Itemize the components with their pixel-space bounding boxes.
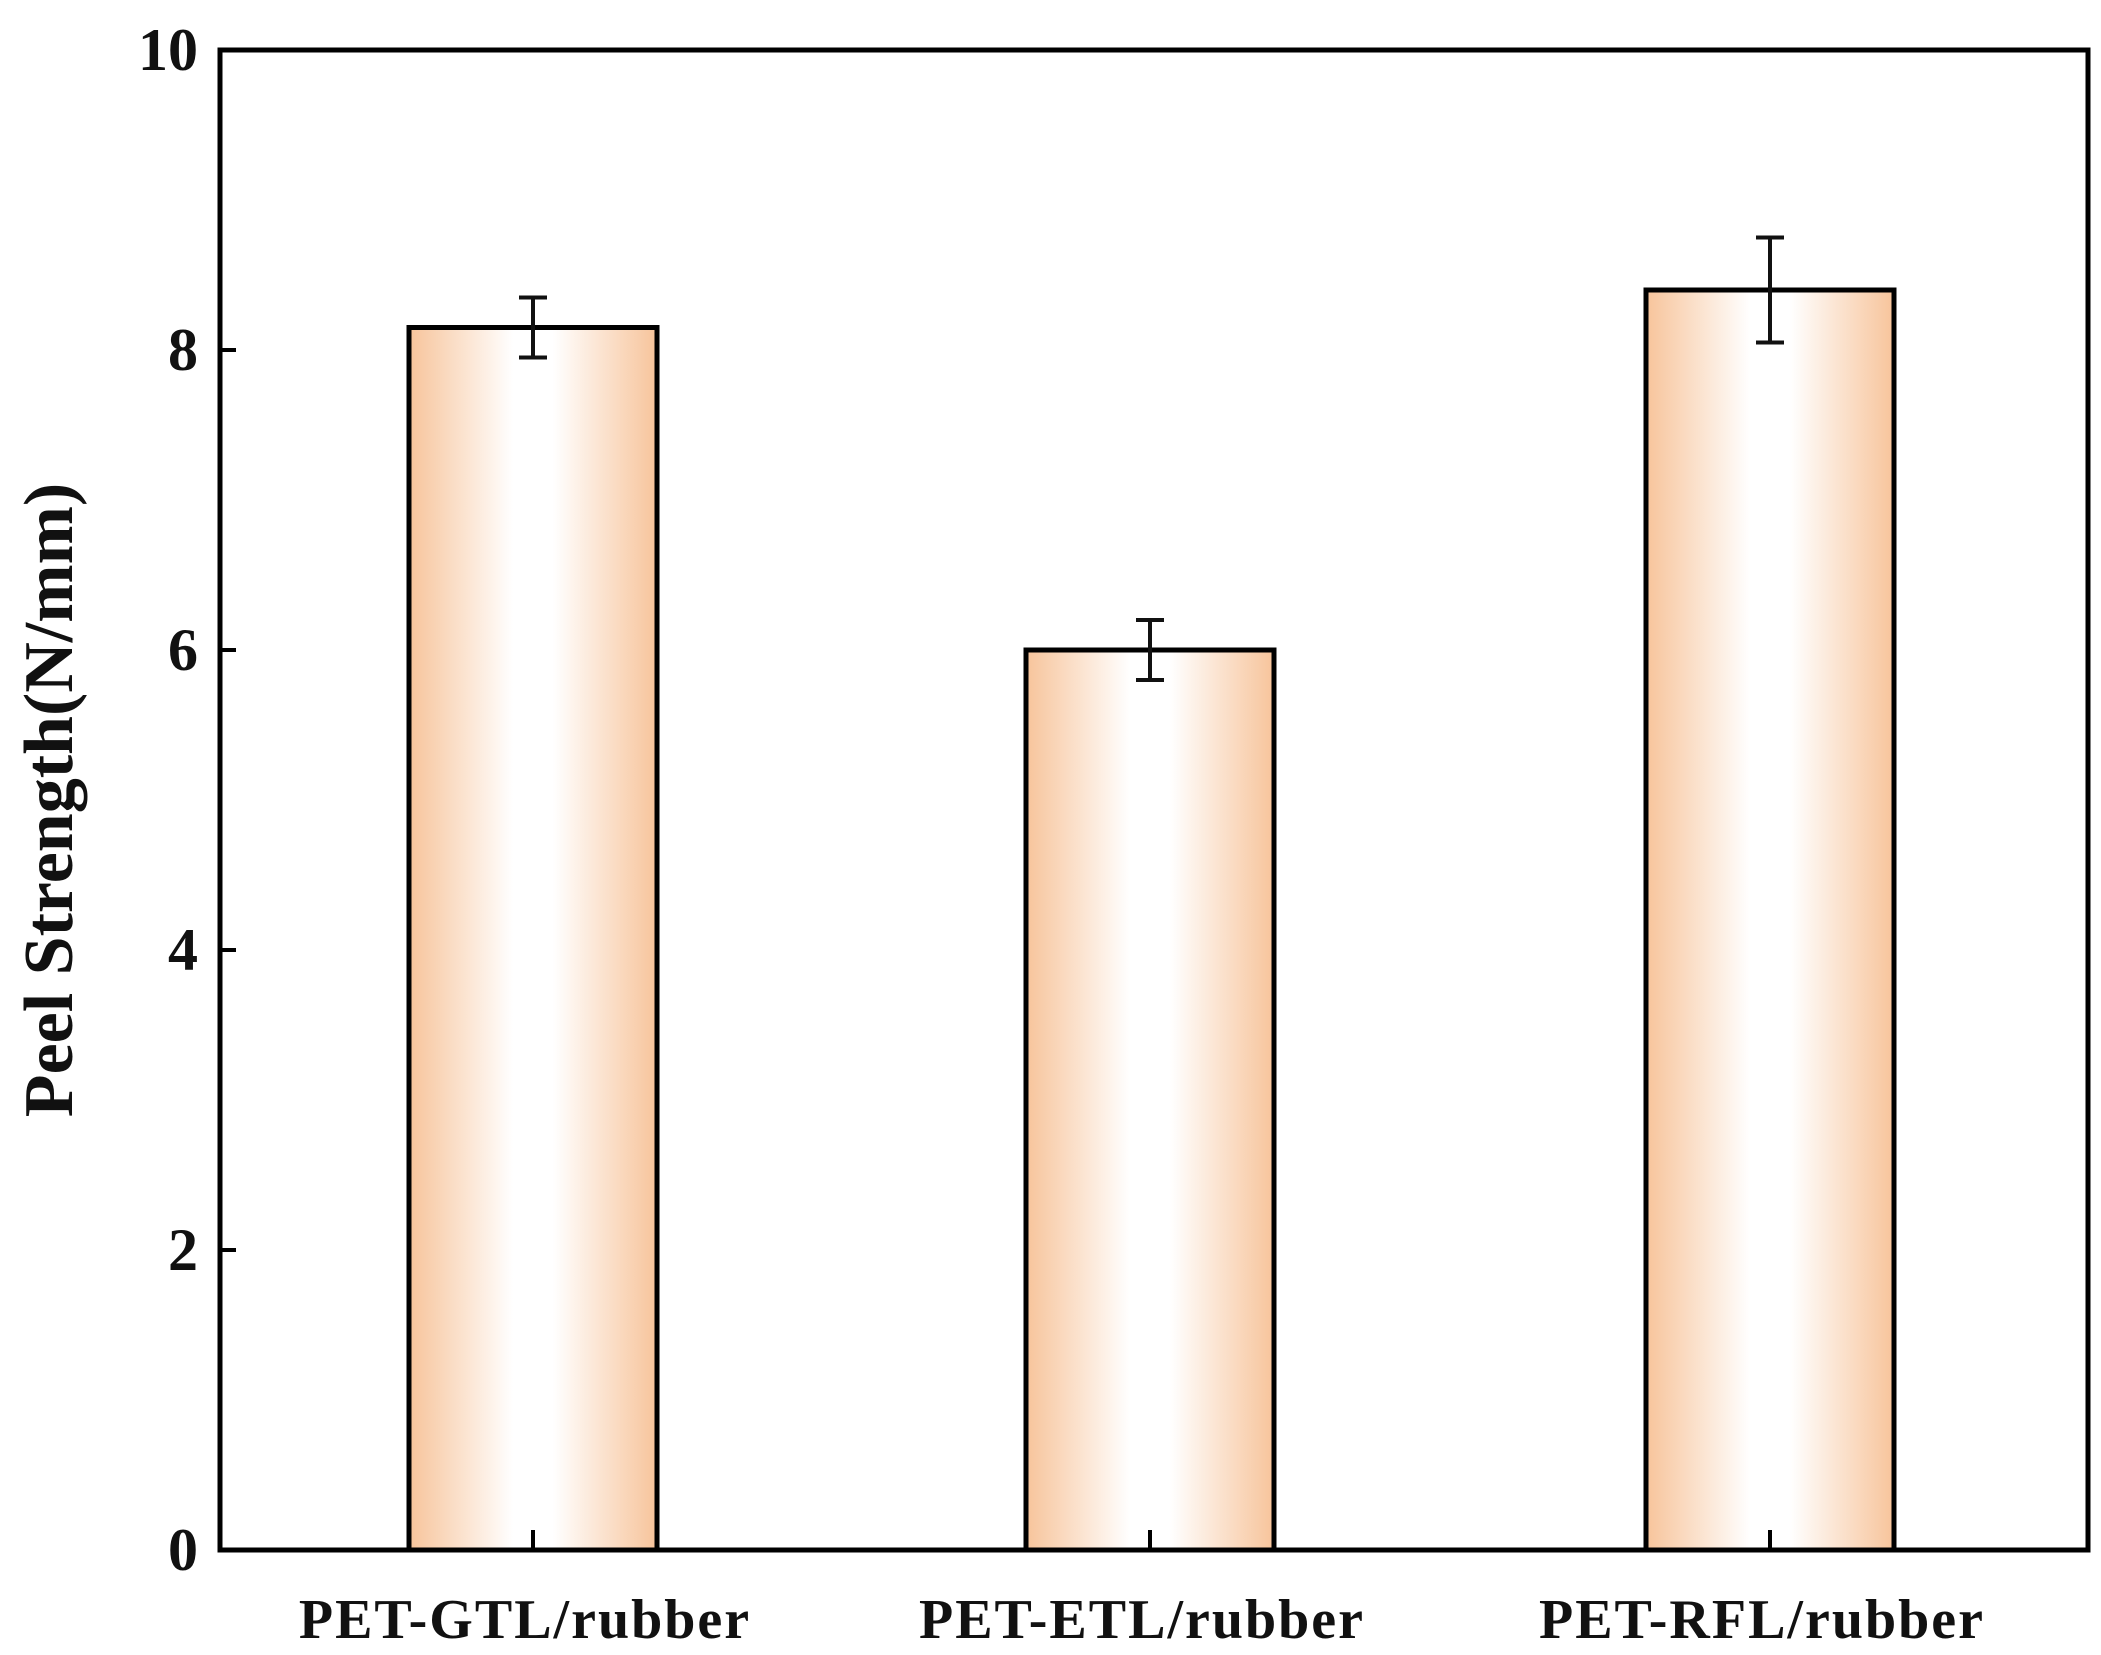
y-tick-label: 4 bbox=[168, 917, 198, 983]
bar-pet-rfl-rubber bbox=[1643, 287, 1897, 1553]
bars bbox=[406, 287, 1897, 1553]
y-tick-label: 8 bbox=[168, 317, 198, 383]
bar-pet-gtl-rubber bbox=[406, 325, 660, 1553]
x-tick-label: PET-GTL/rubber bbox=[299, 1589, 751, 1651]
x-tick-label: PET-ETL/rubber bbox=[919, 1589, 1365, 1651]
error-bars bbox=[519, 235, 1784, 682]
x-axis-labels: PET-GTL/rubber PET-ETL/rubber PET-RFL/rubb… bbox=[299, 1530, 1985, 1651]
y-tick-label: 0 bbox=[168, 1517, 198, 1583]
y-tick-label: 10 bbox=[138, 17, 198, 83]
y-axis-title: Peel Strength(N/mm) bbox=[11, 483, 88, 1117]
y-tick-label: 6 bbox=[168, 617, 198, 683]
y-axis-ticks: 0 2 4 6 8 10 bbox=[138, 17, 236, 1583]
x-tick-label: PET-RFL/rubber bbox=[1539, 1589, 1985, 1651]
y-tick-label: 2 bbox=[168, 1217, 198, 1283]
bar-pet-etl-rubber bbox=[1023, 647, 1277, 1553]
